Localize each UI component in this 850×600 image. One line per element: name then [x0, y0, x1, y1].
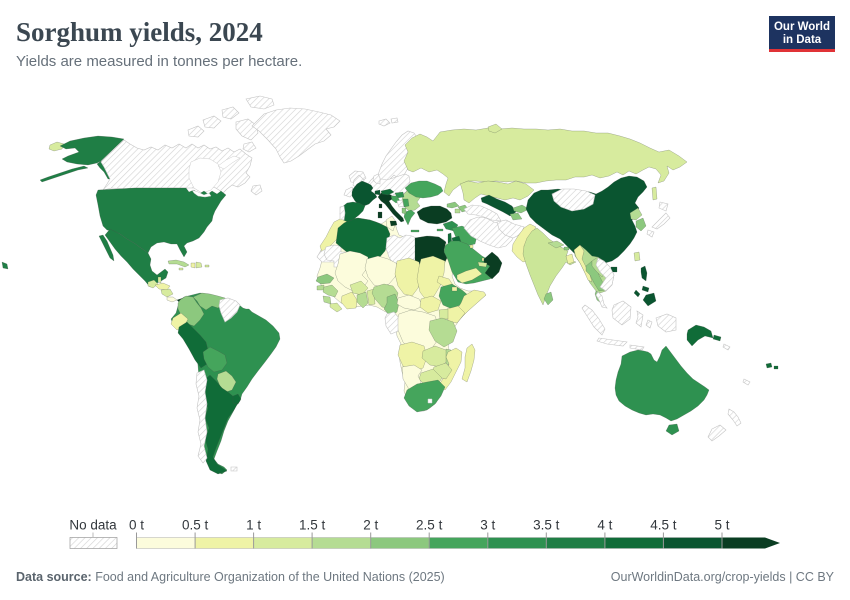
svg-text:4 t: 4 t [597, 518, 612, 533]
svg-text:0.5 t: 0.5 t [182, 518, 209, 533]
svg-text:0 t: 0 t [129, 518, 144, 533]
svg-text:3 t: 3 t [480, 518, 495, 533]
svg-text:3.5 t: 3.5 t [533, 518, 560, 533]
svg-text:5 t: 5 t [714, 518, 729, 533]
svg-text:2.5 t: 2.5 t [416, 518, 443, 533]
svg-text:No data: No data [69, 518, 117, 533]
svg-text:2 t: 2 t [363, 518, 378, 533]
svg-text:4.5 t: 4.5 t [650, 518, 677, 533]
svg-text:1 t: 1 t [246, 518, 261, 533]
svg-text:1.5 t: 1.5 t [299, 518, 326, 533]
